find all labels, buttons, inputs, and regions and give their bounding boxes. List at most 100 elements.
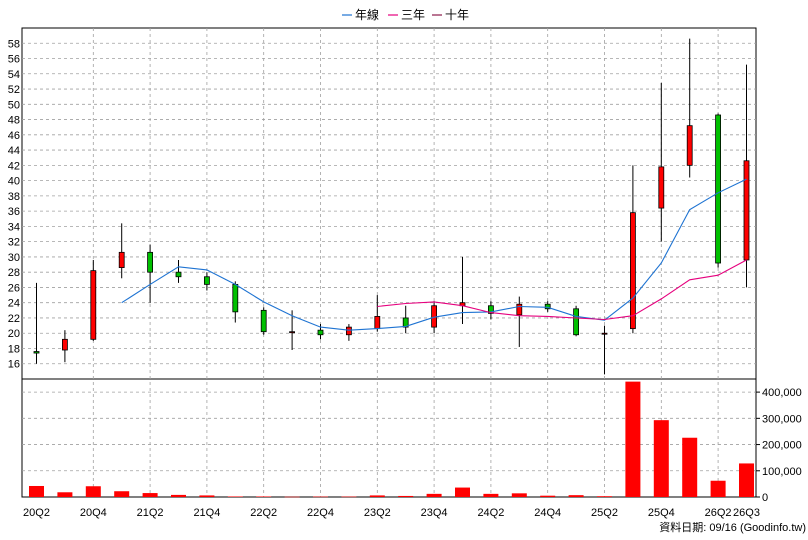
volume-bar [256, 496, 272, 497]
volume-bar [284, 496, 300, 498]
price-tick-label: 52 [8, 84, 20, 96]
volume-tick-label: 400,000 [762, 387, 802, 399]
candle [260, 307, 267, 335]
price-tick-label: 24 [8, 298, 20, 310]
candle [658, 82, 665, 242]
candle [516, 296, 523, 347]
candle-body [686, 125, 693, 166]
candle [544, 301, 551, 312]
price-tick-label: 22 [8, 313, 20, 325]
x-tick-label: 22Q4 [307, 507, 334, 519]
candle-body [487, 305, 494, 314]
x-tick-label: 20Q2 [23, 507, 50, 519]
candle-body [374, 316, 381, 330]
volume-bar [369, 495, 385, 497]
price-tick-label: 36 [8, 206, 20, 218]
volume-bar [313, 496, 328, 498]
price-tick-label: 26 [8, 282, 20, 294]
candle [402, 305, 409, 334]
candle-body [402, 317, 409, 328]
volume-bar [568, 495, 584, 497]
candle [630, 165, 636, 334]
legend-label: 十年 [445, 8, 469, 22]
source-note: 資料日期: 09/16 (Goodinfo.tw) [659, 520, 806, 534]
price-panel-frame [21, 27, 757, 380]
x-tick-label: 21Q4 [193, 507, 220, 519]
candle-body [743, 160, 750, 261]
candle-body [317, 329, 324, 336]
volume-bar [511, 493, 527, 497]
volume-bar [710, 480, 726, 497]
legend-label: 三年 [401, 8, 425, 22]
candle [345, 324, 352, 341]
candle-body [175, 271, 182, 278]
candle-body [516, 303, 523, 316]
volume-bar [739, 463, 754, 497]
price-tick-label: 42 [8, 160, 20, 172]
ma-line-three-year [377, 259, 747, 321]
price-tick-label: 56 [8, 54, 20, 66]
x-tick-label: 23Q4 [421, 507, 448, 519]
candle-body [630, 212, 636, 330]
volume-tick-label: 200,000 [762, 440, 802, 452]
candle [289, 310, 296, 351]
candle-body [62, 338, 68, 351]
candle [487, 301, 494, 320]
volume-panel-frame [21, 378, 757, 498]
volume-bar [199, 495, 215, 497]
x-tick-label: 21Q2 [137, 507, 164, 519]
price-tick-label: 20 [8, 328, 20, 340]
volume-bar [57, 492, 73, 497]
x-tick-label: 20Q4 [80, 507, 107, 519]
candle-body [345, 326, 352, 336]
legend-item-three-year: 三年 [388, 8, 425, 22]
candle-body [33, 351, 40, 354]
x-tick-label: 26Q2 [705, 507, 732, 519]
candle [203, 272, 210, 291]
candle-body [118, 251, 125, 268]
volume-bars [29, 381, 754, 498]
candle-body [289, 331, 296, 334]
volume-bar [426, 493, 442, 497]
candle [118, 223, 125, 279]
legend-label: 年線 [355, 7, 379, 22]
price-tick-label: 50 [8, 99, 20, 111]
volume-axis: 0 100,000 200,000 300,000 400,000 [756, 387, 802, 504]
price-tick-label: 28 [8, 267, 20, 279]
legend-item-ten-year: 十年 [432, 8, 469, 22]
price-tick-label: 58 [8, 38, 20, 50]
volume-bar [597, 496, 612, 497]
volume-tick-label: 300,000 [762, 413, 802, 425]
price-tick-label: 46 [8, 130, 20, 142]
x-tick-label: 25Q4 [648, 507, 675, 519]
volume-tick-label: 0 [762, 492, 768, 504]
x-axis: 20Q2 20Q4 21Q2 21Q4 22Q2 22Q4 23Q2 23Q4 24Q2 24Q4… [23, 507, 760, 519]
candle [459, 256, 466, 325]
candle-body [90, 270, 97, 340]
candle-body [715, 114, 721, 264]
candle-body [601, 332, 608, 335]
volume-bar [455, 487, 470, 497]
x-tick-label: 24Q4 [534, 507, 561, 519]
candle-body [658, 166, 665, 209]
price-tick-label: 44 [8, 145, 20, 157]
price-tick-label: 18 [8, 343, 20, 355]
price-tick-label: 38 [8, 191, 20, 203]
candle [175, 259, 182, 283]
price-tick-label: 34 [8, 221, 20, 233]
volume-bar [682, 437, 698, 497]
candle [374, 295, 381, 332]
legend-item-annual: 年線 [342, 7, 379, 22]
price-tick-label: 32 [8, 237, 20, 249]
candle [686, 38, 693, 178]
candle [33, 282, 40, 364]
candle [90, 259, 97, 341]
volume-bar [625, 381, 641, 497]
x-tick-label: 23Q2 [364, 507, 391, 519]
price-tick-label: 16 [8, 359, 20, 371]
volume-bar [171, 494, 186, 497]
candle-body [147, 251, 154, 273]
x-tick-label: 22Q2 [250, 507, 277, 519]
candle [601, 325, 608, 375]
volume-bar [114, 491, 130, 497]
